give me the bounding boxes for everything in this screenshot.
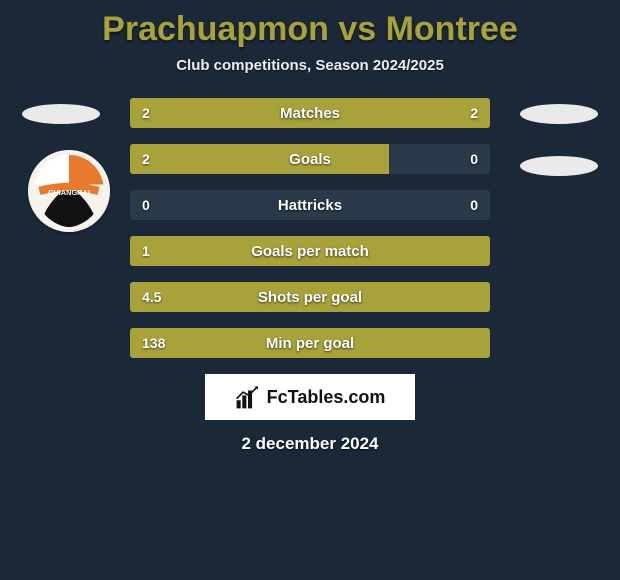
stat-fill <box>130 328 490 358</box>
stat-right-value: 0 <box>458 144 490 174</box>
stat-row: 0 0Hattricks <box>130 190 490 220</box>
stat-label: Hattricks <box>130 190 490 220</box>
stat-bars: 22Matches20Goals00Hattricks1Goals per ma… <box>130 98 490 358</box>
stat-row: 1Goals per match <box>130 236 490 266</box>
page-subtitle: Club competitions, Season 2024/2025 <box>0 57 620 74</box>
svg-text:CHIANGRAI: CHIANGRAI <box>48 188 90 197</box>
stat-row: 4.5Shots per goal <box>130 282 490 312</box>
stat-left-value: 4.5 <box>130 282 173 312</box>
club-badge-left: CHIANGRAI <box>28 150 110 232</box>
stat-left-value: 2 <box>130 144 162 174</box>
club-badge-icon: CHIANGRAI <box>28 150 110 232</box>
date-text: 2 december 2024 <box>0 434 620 454</box>
stat-row: 22Matches <box>130 98 490 128</box>
stat-right-value: 2 <box>458 98 490 128</box>
stat-right-value: 0 <box>458 190 490 220</box>
stat-left-value: 0 <box>130 190 162 220</box>
page-title: Prachuapmon vs Montree <box>0 0 620 49</box>
stat-left-value: 138 <box>130 328 177 358</box>
brand-text: FcTables.com <box>267 387 386 408</box>
player-right-marker-2 <box>520 156 598 176</box>
stat-left-value: 1 <box>130 236 162 266</box>
comparison-stage: CHIANGRAI 22Matches20Goals00Hattricks1Go… <box>0 98 620 454</box>
player-right-marker-1 <box>520 104 598 124</box>
brand-badge[interactable]: FcTables.com <box>205 374 415 420</box>
stat-fill-left <box>130 144 389 174</box>
stat-row: 138Min per goal <box>130 328 490 358</box>
stat-fill <box>130 236 490 266</box>
stat-left-value: 2 <box>130 98 162 128</box>
stat-row: 20Goals <box>130 144 490 174</box>
stat-fill <box>130 282 490 312</box>
chart-icon <box>235 384 261 410</box>
player-left-marker <box>22 104 100 124</box>
